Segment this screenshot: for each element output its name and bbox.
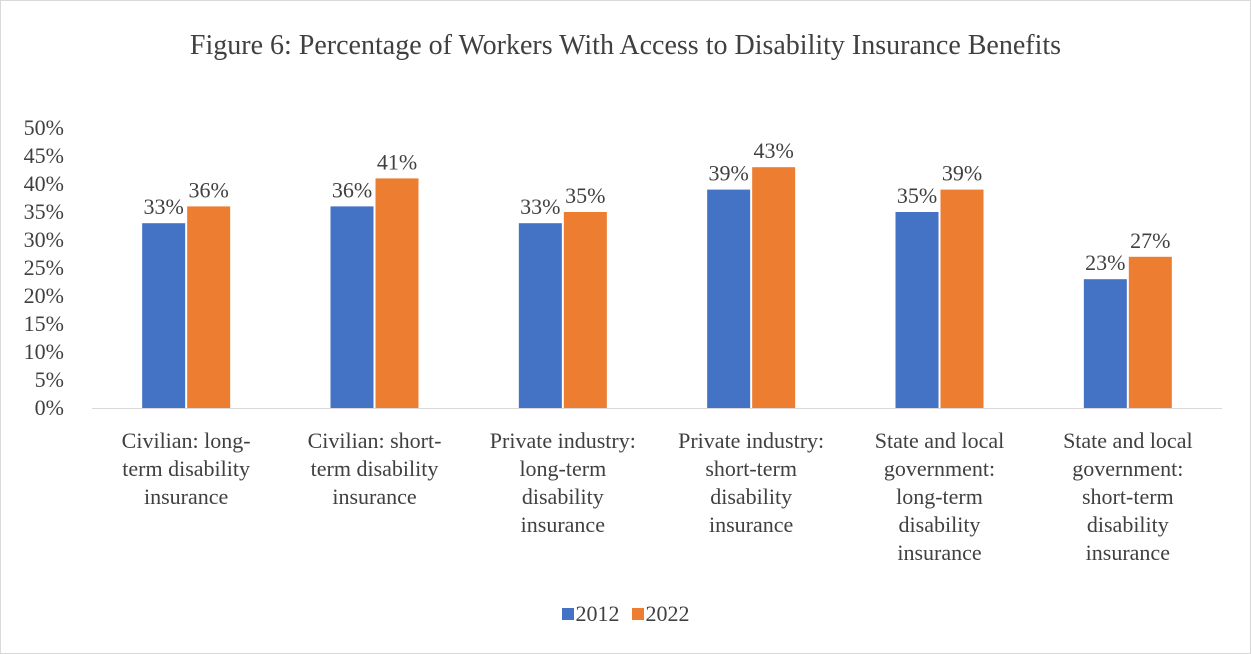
legend-swatch-2022 [631,608,644,620]
data-label-2012-3: 39% [709,161,749,186]
bar-2022-4 [940,189,984,408]
legend-label-2012: 2012 [575,601,620,626]
bar-2012-3 [707,189,751,408]
y-tick-label: 10% [24,339,64,364]
x-tick-label-line: insurance [520,512,605,537]
x-tick-label: State and local government: long-term disab… [850,427,1030,567]
x-tick-label-line: insurance [332,484,417,509]
bar-2012-2 [518,223,562,408]
bar-2022-1 [375,178,419,408]
bar-2022-0 [187,206,231,408]
x-tick-label: Private industry: long-term disability insu… [473,427,653,539]
legend-item-2012: 2012 [561,601,620,627]
y-tick-label: 20% [24,283,64,308]
x-tick-label-line: disability [1086,512,1169,537]
bar-2022-2 [563,212,607,408]
x-tick-label-line: insurance [144,484,229,509]
x-tick-label-line: government: [883,456,996,481]
x-tick-label-line: long-term [896,484,983,509]
bar-2012-0 [142,223,186,408]
x-tick-label-line: State and local [1063,428,1193,453]
y-tick-label: 25% [24,255,64,280]
y-tick-label: 15% [24,311,64,336]
legend-item-2022: 2022 [631,601,690,627]
y-tick-label: 50% [24,115,64,140]
x-tick-label: Private industry: short-term disability ins… [661,427,841,539]
data-label-2012-4: 35% [897,183,937,208]
chart-legend: 2012 2022 [0,601,1251,627]
x-tick-label-line: short-term [705,456,797,481]
x-tick-label: Civilian: long-term disability insurance [96,427,276,511]
x-tick-label: State and local government: short-term disa… [1038,427,1218,567]
bar-2022-5 [1128,256,1172,408]
x-tick-label-line: term disability [122,456,250,481]
x-tick-label-line: short-term [1082,484,1174,509]
y-tick-label: 0% [35,395,64,420]
data-label-2022-0: 36% [189,177,229,202]
y-tick-label: 35% [24,199,64,224]
data-label-2012-2: 33% [520,194,560,219]
x-tick-label-line: insurance [1085,540,1170,565]
bar-2012-1 [330,206,374,408]
x-tick-label-line: disability [898,512,981,537]
legend-swatch-2012 [561,608,574,620]
data-label-2022-2: 35% [565,183,605,208]
x-tick-label-line: disability [710,484,793,509]
bar-2012-5 [1083,279,1127,408]
y-tick-label: 45% [24,143,64,168]
x-tick-label-line: Civilian: short- [307,428,442,453]
legend-label-2022: 2022 [645,601,690,626]
y-tick-label: 30% [24,227,64,252]
data-label-2022-4: 39% [942,161,982,186]
x-tick-label-line: State and local [874,428,1005,453]
y-tick-label: 40% [24,171,64,196]
x-tick-label-line: government: [1072,456,1184,481]
x-tick-label-line: term disability [310,456,439,481]
x-tick-label-line: long-term [519,456,607,481]
data-label-2022-1: 41% [377,149,417,174]
data-label-2022-3: 43% [754,138,794,163]
y-tick-label: 5% [35,367,64,392]
x-tick-label-line: disability [521,484,604,509]
chart-title: Figure 6: Percentage of Workers With Acc… [189,30,1062,61]
x-tick-label-line: Civilian: long- [121,428,251,453]
x-tick-label-line: insurance [897,540,982,565]
x-tick-label-line: Private industry: [678,428,825,453]
data-label-2012-1: 36% [332,177,372,202]
x-tick-label-line: insurance [709,512,794,537]
x-tick-label: Civilian: short-term disability insurance [285,427,465,511]
x-tick-label-line: Private industry: [489,428,636,453]
bar-2022-3 [752,167,796,408]
data-label-2012-5: 23% [1085,250,1125,275]
bar-2012-4 [895,212,939,408]
data-label-2012-0: 33% [144,194,184,219]
data-label-2022-5: 27% [1130,228,1170,253]
